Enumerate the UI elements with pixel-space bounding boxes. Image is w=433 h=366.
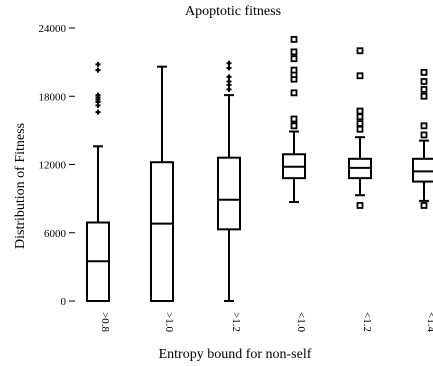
y-tick-label: 6000 [44,228,67,240]
x-tick-label: >1.2 [230,312,242,332]
outlier-point [420,92,428,100]
outlier-point [95,92,101,98]
outlier-point [290,66,298,74]
y-axis-label: Distribution of Fitness [13,123,28,249]
outlier-point [356,113,364,121]
x-tick-label: >0.8 [99,312,111,332]
box-iqr [150,161,174,302]
outlier-point [95,61,101,67]
y-tick-label: 24000 [39,23,67,35]
outlier-point [226,65,232,71]
plot-area [86,35,433,302]
outlier-point [356,120,364,127]
outlier-point [356,107,364,115]
box-iqr [412,157,433,183]
outlier-point [356,125,364,133]
outlier-point [226,60,232,66]
x-tick-label: <1.4 [425,312,433,332]
outlier-point [226,74,232,80]
x-tick-label: <1.0 [295,312,307,332]
outlier-point [356,72,364,80]
outlier-point [226,86,232,92]
outlier-point [95,67,101,73]
outlier-point [290,48,298,56]
y-tick-label: 12000 [39,160,67,172]
outlier-point [420,86,428,93]
outlier-point [356,202,364,209]
outlier-point [290,122,298,130]
outlier-point [420,122,428,130]
outlier-point [95,109,101,115]
y-tick-label: 0 [61,296,67,308]
outlier-point [226,78,232,84]
outlier-point [420,68,428,76]
outlier-point [420,202,428,209]
outlier-point [290,115,298,123]
outlier-point [290,89,298,97]
x-tick-label: <1.2 [361,312,373,332]
outlier-point [420,131,428,139]
box-iqr [217,156,241,231]
x-tick-label: >1.0 [163,312,175,332]
axes: 0 6000 12000 18000 24000 >0.8 >1.0 >1.2 <1.0 <1.2… [39,23,433,332]
outlier-point [420,78,428,85]
x-axis-label: Entropy bound for non-self [159,347,312,362]
chart-title: Apoptotic fitness [185,4,281,19]
y-tick-label: 18000 [39,91,67,103]
outlier-point [290,35,298,43]
outlier-point [356,47,364,55]
outlier-point [290,55,298,63]
